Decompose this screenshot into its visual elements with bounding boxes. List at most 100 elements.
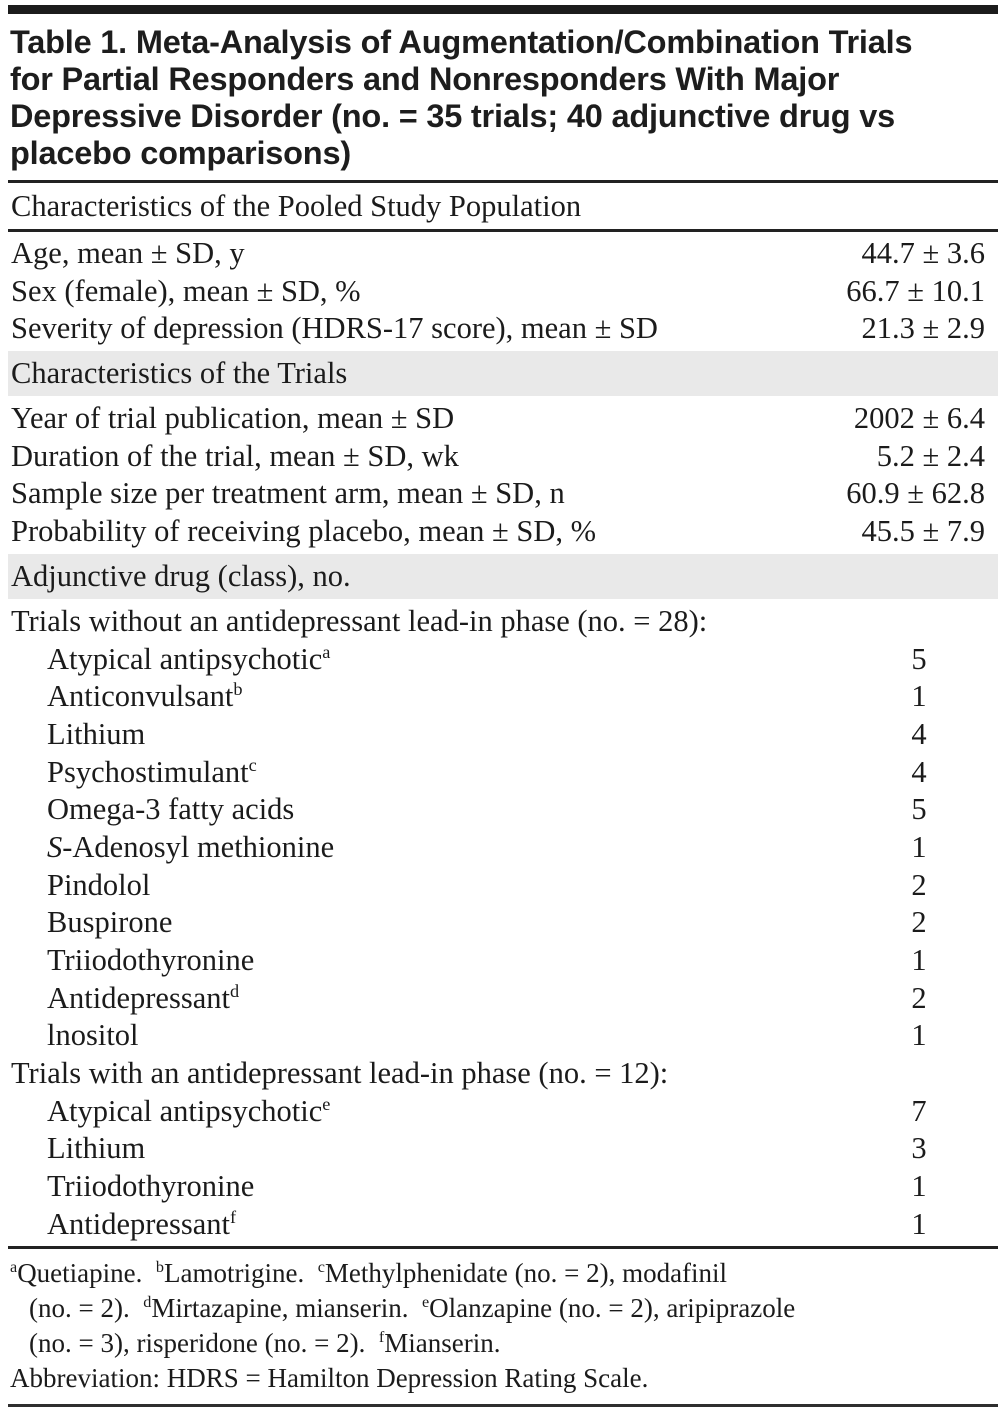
row-label: Anticonvulsantb [47,679,243,714]
table-row: Atypical antipsychotica 5 [8,641,998,679]
row-label: S-Adenosyl methionine [47,829,335,864]
row-value: 1 [911,1169,927,1204]
table-row: Severity of depression (HDRS-17 score), … [8,310,998,348]
row-label: Atypical antipsychotice [47,1093,331,1128]
table-row: lnositol 1 [8,1017,998,1055]
footnote-line: aQuetiapine. bLamotrigine. cMethylphenid… [10,1257,728,1288]
row-value: 2 [911,980,927,1015]
superscript-marker: d [229,980,240,1001]
table-row: Antidepressantf 1 [8,1206,998,1244]
row-label: Trials with an antidepressant lead-in ph… [11,1056,669,1091]
table-top-border-bar [8,5,998,14]
table-row: Antidepressantd 2 [8,980,998,1018]
table-row: Atypical antipsychotice 7 [8,1093,998,1131]
superscript-marker: e [322,1093,331,1114]
rows-adjunctive-drugs: Trials without an antidepressant lead-in… [8,600,998,1246]
row-label: Sample size per treatment arm, mean ± SD… [11,476,565,511]
row-label: Sex (female), mean ± SD, % [11,273,361,308]
table-row: Year of trial publication, mean ± SD 2002… [8,400,998,438]
table-row: Triiodothyronine 1 [8,942,998,980]
horizontal-rule [8,229,998,232]
row-value: 1 [911,1206,927,1241]
row-label: Triiodothyronine [47,943,255,977]
row-value: 4 [911,716,927,751]
section-header-characteristics-of-trials: Characteristics of the Trials [8,351,998,397]
table-row: Triiodothyronine 1 [8,1168,998,1206]
footnote-line: (no. = 2). dMirtazapine, mianserin. eOla… [29,1292,796,1323]
row-label: Pindolol [47,867,151,902]
table-title-line: for Partial Responders and Nonresponders… [10,61,840,97]
row-label: Probability of receiving placebo, mean ±… [11,514,597,549]
row-value: 1 [911,943,927,977]
footnote-line: (no. = 3), risperidone (no. = 2). fMians… [29,1327,501,1358]
row-value: 3 [911,1131,927,1166]
table-row: Duration of the trial, mean ± SD, wk 5.2 … [8,438,998,476]
row-value: 7 [911,1093,927,1128]
table-row: Sex (female), mean ± SD, % 66.7 ± 10.1 [8,273,998,311]
group-row: Trials with an antidepressant lead-in ph… [8,1055,998,1093]
rows-trial-characteristics: Year of trial publication, mean ± SD 2002… [8,397,998,553]
row-label: Trials without an antidepressant lead-in… [11,603,708,638]
footnote-line: Abbreviation: HDRS = Hamilton Depression… [10,1362,649,1393]
horizontal-rule [8,180,998,183]
table-title: Table 1. Meta-Analysis of Augmentation/C… [8,14,998,180]
row-value: 5 [911,792,927,827]
group-row: Trials without an antidepressant lead-in… [8,603,998,641]
row-value: 1 [911,1018,927,1053]
section-header-adjunctive-drug-class: Adjunctive drug (class), no. [8,553,998,599]
section-header-pooled-study-population: Characteristics of the Pooled Study Popu… [11,188,582,223]
table-bottom-border [8,1403,998,1407]
table-title-line: placebo comparisons) [10,135,351,171]
superscript-marker: c [317,1257,325,1276]
row-value: 1 [911,829,927,864]
table-row: Buspirone 2 [8,904,998,942]
row-label: Age, mean ± SD, y [11,236,245,270]
superscript-marker: a [10,1257,18,1276]
superscript-marker: b [233,679,243,700]
row-label: Antidepressantd [47,980,240,1015]
row-value: 4 [911,754,927,789]
table-row: Pindolol 2 [8,867,998,905]
row-value: 5.2 ± 2.4 [876,438,985,473]
row-label: Atypical antipsychotica [47,641,331,676]
superscript-marker: b [155,1257,164,1276]
table-title-line: Table 1. Meta-Analysis of Augmentation/C… [10,24,913,60]
row-value: 66.7 ± 10.1 [846,273,985,308]
row-value: 2 [911,905,927,940]
table-row: Omega-3 fatty acids 5 [8,791,998,829]
row-label: Psychostimulantc [47,754,257,789]
superscript-marker: a [322,641,331,662]
table-row: Sample size per treatment arm, mean ± SD… [8,475,998,513]
row-value: 21.3 ± 2.9 [861,311,986,346]
table-row: Age, mean ± SD, y 44.7 ± 3.6 [8,235,998,273]
footnotes: aQuetiapine. bLamotrigine. cMethylphenid… [8,1249,998,1402]
superscript-marker: f [229,1206,237,1227]
table-row: Anticonvulsantb 1 [8,678,998,716]
row-label: Duration of the trial, mean ± SD, wk [11,438,459,473]
rows-pooled-population: Age, mean ± SD, y 44.7 ± 3.6 Sex (female),… [8,232,998,350]
row-label: Omega-3 fatty acids [47,792,295,827]
row-value: 1 [911,679,927,714]
row-value: 45.5 ± 7.9 [861,514,986,549]
superscript-marker: d [143,1292,152,1311]
row-label: Triiodothyronine [47,1169,255,1204]
row-value: 60.9 ± 62.8 [846,476,985,511]
superscript-marker: e [421,1292,430,1311]
row-value: 5 [911,641,927,676]
row-label: Year of trial publication, mean ± SD [11,401,455,436]
row-label: Buspirone [47,905,173,940]
table-row: Lithium 4 [8,716,998,754]
table-row: Probability of receiving placebo, mean ±… [8,513,998,551]
row-label: Severity of depression (HDRS-17 score), … [11,311,658,346]
table-row: Lithium 3 [8,1130,998,1168]
table-title-line: Depressive Disorder (no. = 35 trials; 40… [10,98,895,134]
meta-analysis-table: Table 1. Meta-Analysis of Augmentation/C… [0,5,1006,1407]
superscript-marker: f [378,1327,385,1346]
table-row: Psychostimulantc 4 [8,754,998,792]
table-row: S-Adenosyl methionine 1 [8,829,998,867]
row-label: Lithium [47,716,146,751]
row-value: 44.7 ± 3.6 [861,236,986,270]
row-label: lnositol [47,1018,139,1053]
horizontal-rule [8,1245,998,1249]
superscript-marker: c [248,754,257,775]
